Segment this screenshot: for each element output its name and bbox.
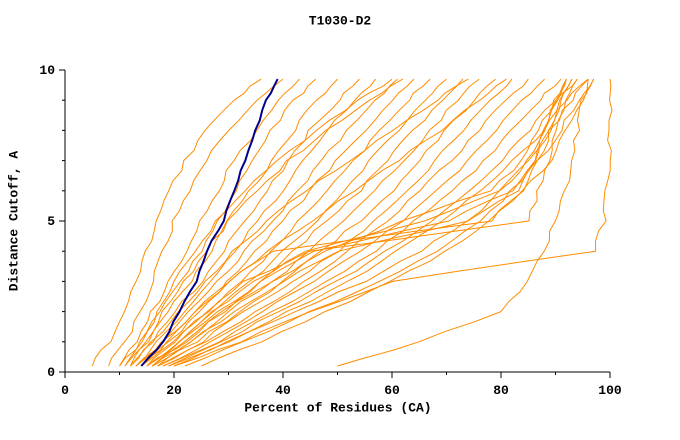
model-curve-model-32 — [124, 78, 404, 367]
model-curve-model-06 — [130, 78, 360, 367]
model-curve-model-02 — [108, 78, 284, 367]
model-curve-model-34 — [135, 78, 507, 367]
model-curve-model-08 — [135, 78, 398, 367]
model-curve-model-16 — [157, 78, 529, 367]
x-tick-label: 40 — [275, 383, 291, 398]
model-curve-model-19 — [168, 78, 578, 367]
model-curve-model-18 — [162, 78, 562, 367]
x-tick-label: 60 — [384, 383, 400, 398]
model-curve-model-26 — [157, 78, 567, 367]
model-curve-model-13 — [151, 78, 480, 367]
x-tick-label: 80 — [493, 383, 509, 398]
model-curve-model-17 — [162, 78, 545, 367]
model-curve-model-33 — [130, 78, 469, 367]
y-tick-label: 5 — [47, 214, 55, 229]
model-curve-model-35 — [119, 78, 393, 367]
y-tick-label: 10 — [39, 63, 55, 78]
highlighted-model-curve — [140, 78, 279, 367]
x-tick-label: 100 — [598, 383, 622, 398]
x-axis-label: Percent of Residues (CA) — [244, 400, 432, 416]
model-curve-model-10 — [141, 78, 431, 367]
chart-title: T1030-D2 — [308, 13, 372, 29]
model-curve-model-04 — [124, 78, 317, 367]
model-curve-model-15 — [157, 78, 513, 367]
model-curve-model-27 — [173, 78, 589, 367]
model-curve-model-31 — [173, 79, 613, 367]
model-curve-model-09 — [140, 78, 415, 367]
x-tick-label: 20 — [166, 383, 182, 398]
x-tick-label: 0 — [61, 383, 69, 398]
model-curve-model-23 — [151, 78, 573, 367]
model-curve-model-25 — [151, 78, 567, 367]
model-curve-model-28 — [184, 78, 595, 367]
model-curve-model-30 — [337, 79, 589, 367]
y-tick-label: 0 — [47, 365, 55, 380]
model-curve-model-01 — [91, 78, 262, 367]
model-curve-model-20 — [168, 78, 589, 367]
model-curve-model-29 — [201, 78, 595, 367]
model-curve-model-07 — [135, 78, 376, 367]
model-curve-model-22 — [146, 78, 578, 367]
model-curve-model-03 — [119, 78, 300, 367]
model-curve-model-05 — [129, 78, 338, 367]
model-curve-model-24 — [146, 78, 567, 367]
